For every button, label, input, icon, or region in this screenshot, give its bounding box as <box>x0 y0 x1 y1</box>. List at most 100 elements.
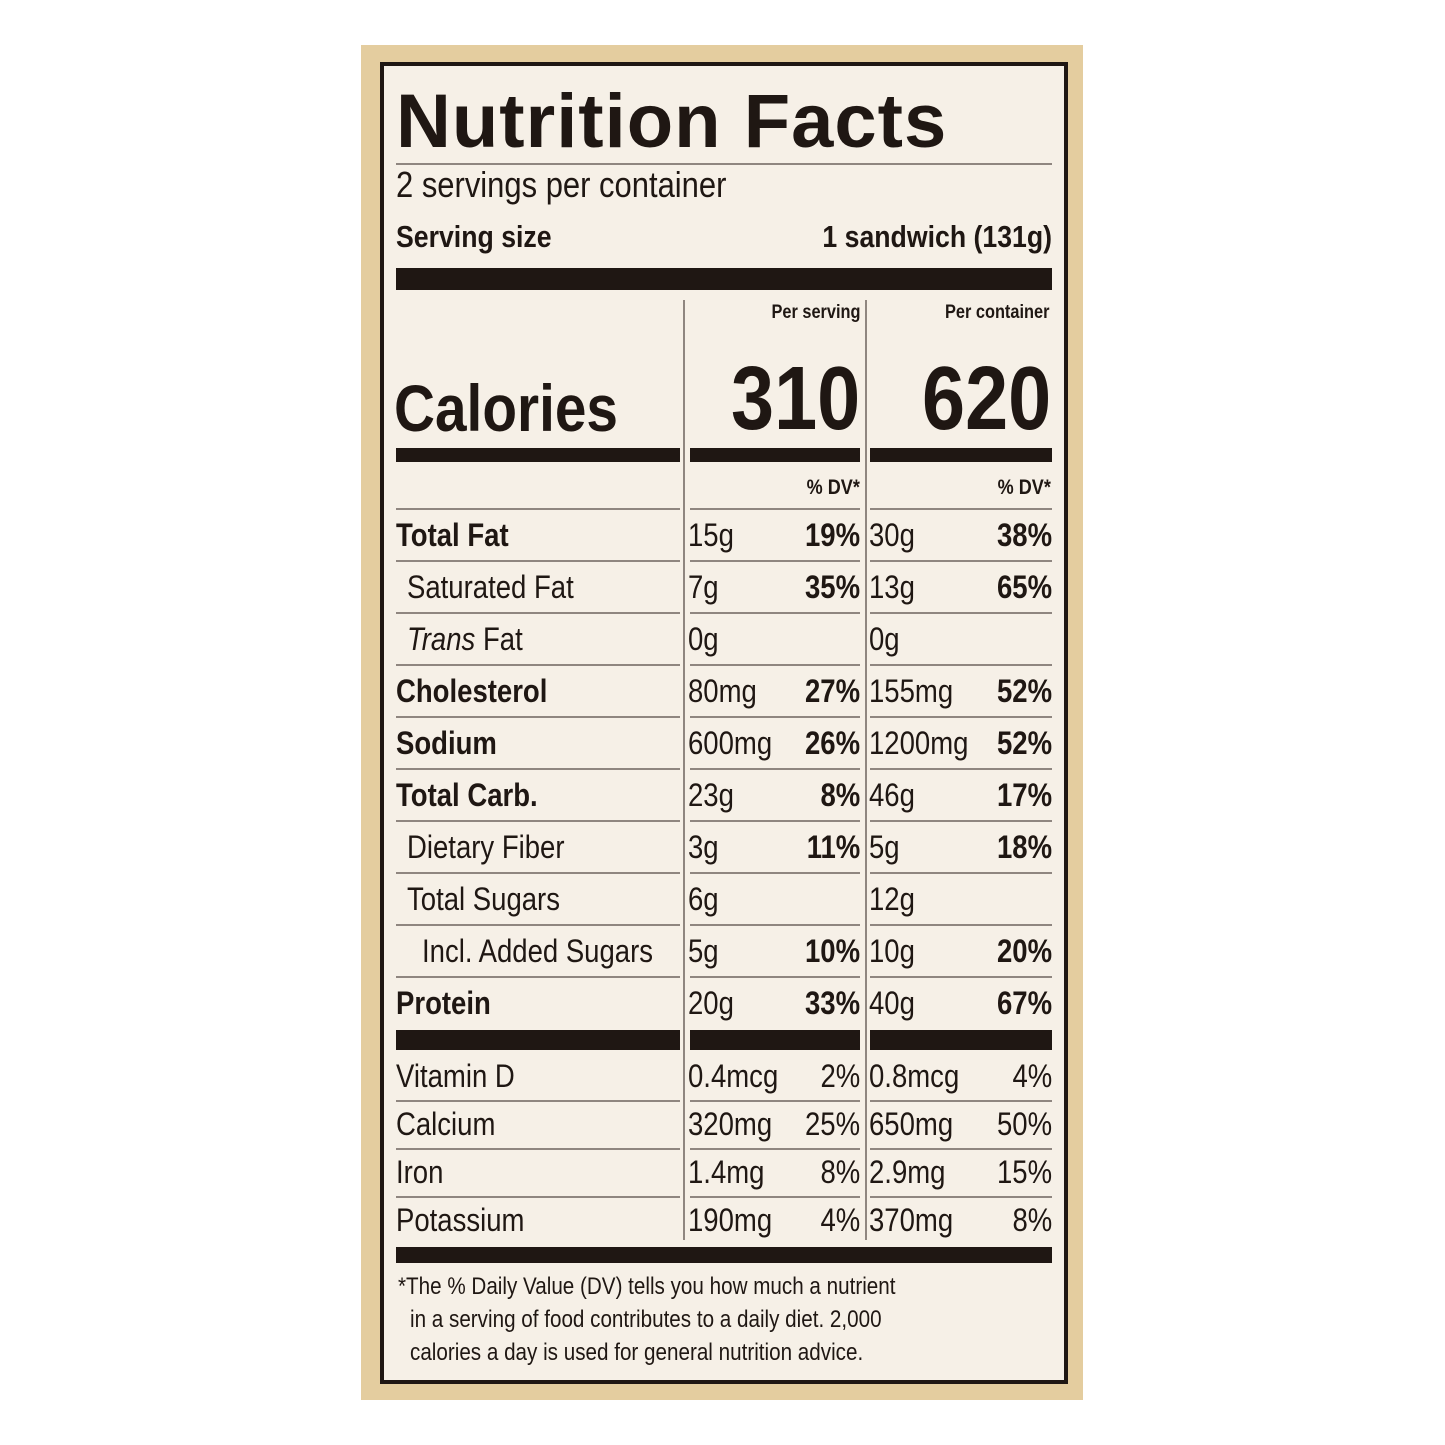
per-container-dv: 65% <box>996 568 1052 605</box>
row-divider <box>396 768 680 770</box>
nutrient-name: Potassium <box>396 1201 525 1238</box>
servings-per-container: 2 servings per container <box>396 164 727 205</box>
per-serving-amount: 190mg <box>688 1201 773 1238</box>
row-divider <box>690 976 860 978</box>
row-divider <box>396 664 680 666</box>
serving-size-label: Serving size <box>396 219 552 254</box>
row-divider <box>690 664 860 666</box>
per-serving-amount: 20g <box>688 984 734 1021</box>
per-container-amount: 1200mg <box>869 724 969 761</box>
row-divider <box>396 612 680 614</box>
per-serving-dv: 27% <box>804 672 860 709</box>
per-serving-dv: 2% <box>820 1057 860 1094</box>
per-container-amount: 370mg <box>869 1201 954 1238</box>
column-divider <box>865 300 867 1240</box>
row-divider <box>396 820 680 822</box>
per-serving-header: Per serving <box>770 302 860 323</box>
per-serving-dv: 26% <box>804 724 860 761</box>
thick-divider <box>870 448 1052 462</box>
calories-per-serving: 310 <box>730 349 860 449</box>
per-serving-dv: 8% <box>820 1153 860 1190</box>
thick-divider <box>396 1030 680 1050</box>
per-serving-dv: 10% <box>804 932 860 969</box>
row-divider <box>690 1100 860 1102</box>
row-divider <box>396 924 680 926</box>
dv-header-per-container: % DV* <box>997 476 1051 499</box>
per-container-amount: 46g <box>869 776 915 813</box>
row-divider <box>870 768 1052 770</box>
per-container-amount: 10g <box>869 932 915 969</box>
row-divider <box>396 508 680 510</box>
nutrient-name: Protein <box>396 984 491 1021</box>
column-divider <box>683 300 685 1240</box>
nutrient-name: Vitamin D <box>396 1057 515 1094</box>
per-serving-dv: 25% <box>804 1105 860 1142</box>
thick-divider <box>396 1247 1052 1263</box>
thick-divider <box>690 1030 860 1050</box>
row-divider <box>870 1148 1052 1150</box>
row-divider <box>396 1100 680 1102</box>
row-divider <box>870 1196 1052 1198</box>
per-container-amount: 650mg <box>869 1105 954 1142</box>
per-container-dv: 17% <box>996 776 1052 813</box>
row-divider <box>870 664 1052 666</box>
row-divider <box>870 508 1052 510</box>
thick-divider <box>870 1030 1052 1050</box>
per-serving-amount: 0g <box>688 620 719 657</box>
per-container-amount: 155mg <box>869 672 954 709</box>
row-divider <box>690 560 860 562</box>
row-divider <box>690 612 860 614</box>
row-divider <box>690 1196 860 1198</box>
serving-size-value: 1 sandwich (131g) <box>822 219 1052 254</box>
per-container-amount: 5g <box>869 828 900 865</box>
row-divider <box>396 560 680 562</box>
per-container-dv: 4% <box>1012 1057 1052 1094</box>
nutrient-name: Total Carb. <box>396 776 538 813</box>
nutrient-name: Saturated Fat <box>407 568 574 605</box>
per-container-amount: 0.8mcg <box>869 1057 960 1094</box>
row-divider <box>690 872 860 874</box>
footnote-line: *The % Daily Value (DV) tells you how mu… <box>398 1273 896 1300</box>
per-container-dv: 52% <box>996 672 1052 709</box>
nutrient-name: Iron <box>396 1153 444 1190</box>
thick-divider <box>690 448 860 462</box>
per-serving-dv: 35% <box>804 568 860 605</box>
row-divider <box>690 924 860 926</box>
per-container-dv: 8% <box>1012 1201 1052 1238</box>
calories-label: Calories <box>394 371 619 445</box>
per-serving-amount: 320mg <box>688 1105 773 1142</box>
per-container-dv: 15% <box>996 1153 1052 1190</box>
per-serving-amount: 0.4mcg <box>688 1057 779 1094</box>
per-container-header: Per container <box>944 302 1049 323</box>
footnote-line: in a serving of food contributes to a da… <box>410 1306 882 1333</box>
row-divider <box>396 976 680 978</box>
row-divider <box>690 768 860 770</box>
label-title: Nutrition Facts <box>396 79 948 164</box>
per-serving-dv: 19% <box>804 516 860 553</box>
nutrient-name: Total Sugars <box>407 880 560 917</box>
per-container-dv: 67% <box>996 984 1052 1021</box>
per-container-amount: 0g <box>869 620 900 657</box>
nutrient-name: Trans Fat <box>407 620 523 657</box>
per-container-dv: 20% <box>996 932 1052 969</box>
row-divider <box>690 508 860 510</box>
row-divider <box>870 872 1052 874</box>
row-divider <box>870 820 1052 822</box>
per-serving-dv: 4% <box>820 1201 860 1238</box>
row-divider <box>870 716 1052 718</box>
row-divider <box>690 1148 860 1150</box>
row-divider <box>870 924 1052 926</box>
nutrient-name: Incl. Added Sugars <box>422 932 654 969</box>
calories-per-container: 620 <box>921 349 1051 449</box>
nutrient-name: Sodium <box>396 724 497 761</box>
row-divider <box>396 1148 680 1150</box>
row-divider <box>690 820 860 822</box>
nutrient-name: Dietary Fiber <box>407 828 565 865</box>
per-serving-amount: 7g <box>688 568 719 605</box>
per-serving-dv: 8% <box>820 776 860 813</box>
per-container-dv: 18% <box>996 828 1052 865</box>
per-container-amount: 2.9mg <box>869 1153 946 1190</box>
dv-header-per-serving: % DV* <box>806 476 860 499</box>
per-container-dv: 38% <box>996 516 1052 553</box>
per-container-dv: 52% <box>996 724 1052 761</box>
